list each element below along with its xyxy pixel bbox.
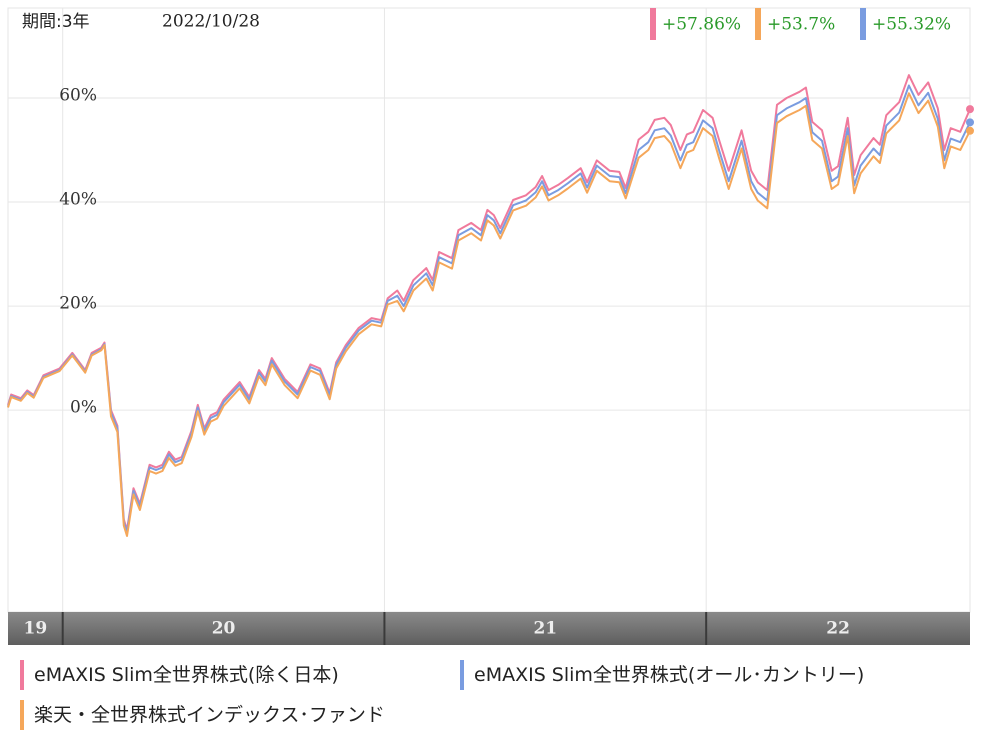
- return-label: +57.86%: [662, 15, 741, 35]
- y-tick-label: 0%: [70, 398, 97, 418]
- legend-swatch: [460, 660, 464, 690]
- x-band-label: 19: [24, 619, 48, 639]
- return-label: +53.7%: [767, 15, 835, 35]
- lines: [7, 74, 974, 537]
- period-label: 期間:3年: [22, 12, 90, 32]
- legend-label: eMAXIS Slim全世界株式(オール･カントリー): [474, 664, 865, 686]
- return-swatch: [755, 8, 761, 40]
- legend: eMAXIS Slim全世界株式(除く日本) 楽天・全世界株式インデックス･ファン…: [20, 656, 980, 741]
- return-swatch: [860, 8, 866, 40]
- legend-label: 楽天・全世界株式インデックス･ファンド: [34, 704, 385, 726]
- date-label: 2022/10/28: [162, 12, 260, 32]
- series-line: [7, 92, 971, 537]
- legend-item: 楽天・全世界株式インデックス･ファンド: [20, 696, 454, 734]
- return-swatch: [650, 8, 656, 40]
- series-line: [7, 74, 971, 531]
- end-dot: [966, 126, 974, 135]
- x-band-label: 21: [533, 619, 557, 639]
- y-tick-label: 20%: [59, 294, 97, 314]
- return-label: +55.32%: [872, 15, 951, 35]
- series-line: [7, 84, 971, 534]
- x-band-label: 22: [826, 619, 850, 639]
- legend-item: eMAXIS Slim全世界株式(除く日本): [20, 656, 454, 694]
- x-band-label: 20: [212, 619, 236, 639]
- plot-area: [7, 7, 971, 613]
- y-tick-label: 60%: [59, 86, 97, 106]
- end-dot: [966, 118, 974, 127]
- legend-swatch: [20, 660, 24, 690]
- legend-swatch: [20, 700, 24, 730]
- legend-label: eMAXIS Slim全世界株式(除く日本): [34, 664, 339, 686]
- legend-item: eMAXIS Slim全世界株式(オール･カントリー): [460, 656, 894, 694]
- chart: 期間:3年 2022/10/28 0% 20% 40% 60% 19 20 21 22 +57.…: [7, 7, 974, 645]
- year-band: [8, 612, 970, 645]
- end-dot: [966, 105, 974, 114]
- y-tick-label: 40%: [59, 190, 97, 210]
